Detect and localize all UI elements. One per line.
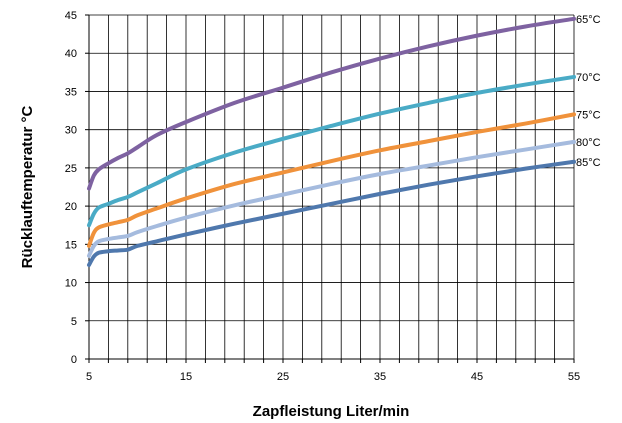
y-tick-label: 0 [71, 354, 77, 366]
x-tick-label: 25 [277, 371, 289, 383]
series-labels: 65°C 70°C 75°C 80°C 85°C [576, 14, 601, 169]
gridlines [88, 14, 575, 360]
y-tick-label: 5 [71, 316, 77, 328]
x-tick-label: 15 [180, 371, 192, 383]
y-tick-label: 15 [65, 239, 77, 251]
y-tick-labels: 0 5 10 15 20 25 30 35 40 45 [65, 10, 77, 366]
x-tick-label: 45 [471, 371, 483, 383]
y-tick-label: 45 [65, 10, 77, 22]
series-line-80c [87, 139, 576, 258]
series-line-65c [87, 16, 576, 191]
series-line-70c [87, 74, 576, 228]
y-axis-title: Rücklauftemperatur °C [19, 105, 36, 268]
series-lines [87, 16, 576, 267]
series-label-80c: 80°C [576, 137, 601, 149]
x-tick-label: 5 [86, 371, 92, 383]
series-label-70c: 70°C [576, 72, 601, 84]
y-tick-label: 35 [65, 86, 77, 98]
series-line-75c [87, 112, 576, 248]
x-tick-label: 35 [374, 371, 386, 383]
y-tick-label: 30 [65, 125, 77, 137]
series-label-75c: 75°C [576, 109, 601, 121]
axes [85, 14, 575, 363]
series-line-85c [87, 159, 576, 267]
y-tick-label: 20 [65, 201, 77, 213]
x-axis-title: Zapfleistung Liter/min [253, 403, 410, 420]
y-tick-label: 25 [65, 163, 77, 175]
x-tick-label: 55 [568, 371, 580, 383]
y-tick-label: 40 [65, 48, 77, 60]
series-label-85c: 85°C [576, 157, 601, 169]
x-tick-labels: 5 15 25 35 45 55 [86, 371, 580, 383]
series-label-65c: 65°C [576, 14, 601, 26]
y-tick-label: 10 [65, 278, 77, 290]
